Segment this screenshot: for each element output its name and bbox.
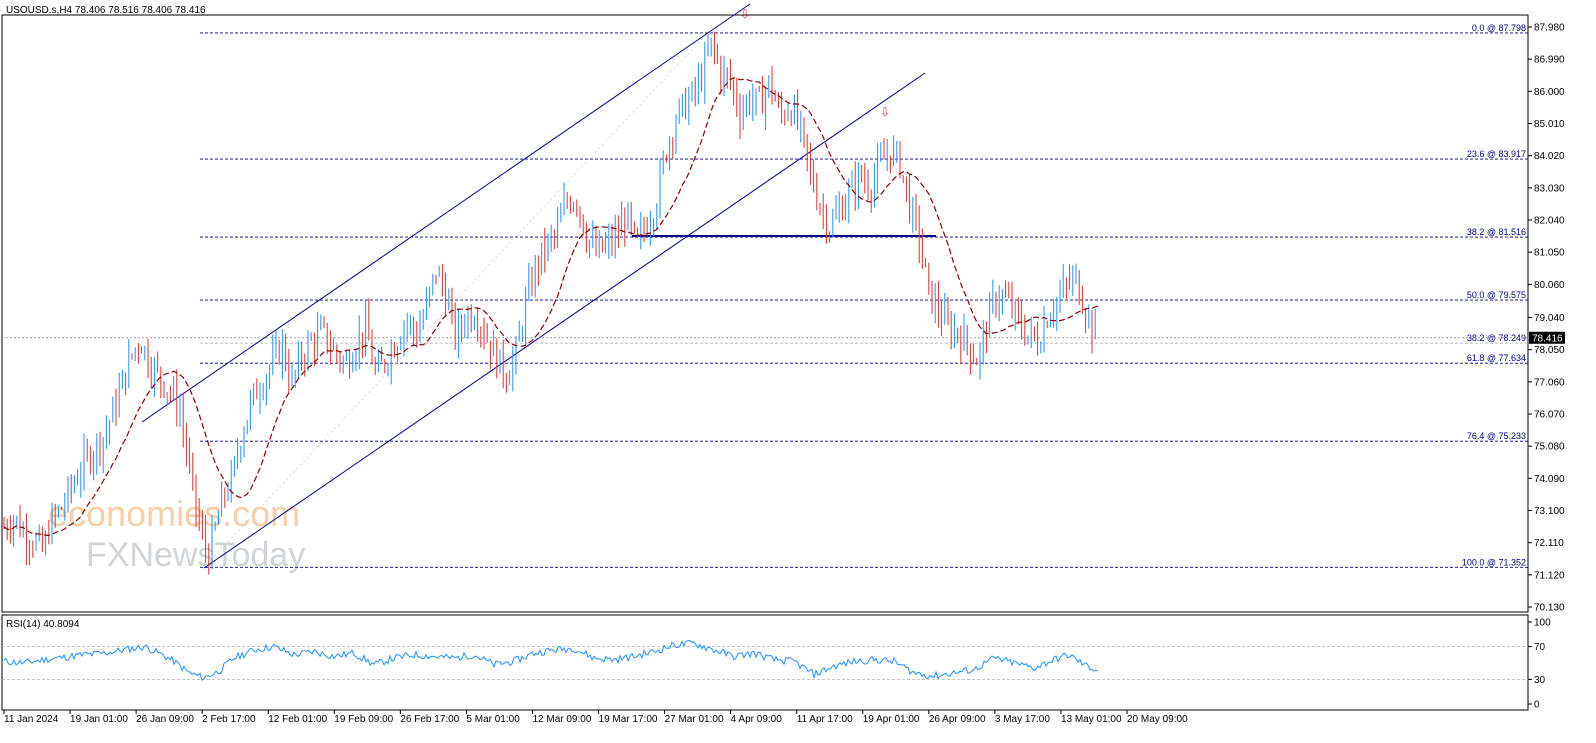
x-tick-label: 19 Jan 01:00 (70, 714, 128, 725)
price-axis: 87.980 86.990 86.000 85.010 84.020 83.030 82.0… (1528, 23, 1565, 614)
candles (3, 31, 1096, 575)
fib-levels: 0.0 @ 87.798 23.6 @ 83.917 38.2 @ 81.516 50… (200, 23, 1528, 568)
x-tick-label: 11 Apr 17:00 (797, 714, 853, 725)
x-tick-label: 26 Jan 09:00 (136, 714, 194, 725)
price-channel (141, 3, 936, 569)
moving-average-line (3, 77, 1099, 537)
y-tick-label: 79.040 (1534, 313, 1565, 324)
x-tick-label: 26 Feb 17:00 (400, 714, 459, 725)
rsi-tick-label: 70 (1534, 642, 1546, 653)
x-tick-label: 26 Apr 09:00 (929, 714, 986, 725)
down-arrow-icon: ⇩ (740, 7, 750, 21)
y-tick-label: 84.020 (1534, 151, 1565, 162)
x-tick-label: 19 Feb 09:00 (334, 714, 393, 725)
y-tick-label: 77.060 (1534, 377, 1565, 388)
y-tick-label: 76.070 (1534, 409, 1565, 420)
fib-level-label: 61.8 @ 77.634 (1467, 353, 1526, 363)
price-badge: 78.416 (1529, 331, 1565, 344)
price-badge-text: 78.416 (1532, 333, 1563, 344)
x-tick-label: 12 Feb 01:00 (268, 714, 327, 725)
rsi-tick-label: 100 (1534, 618, 1551, 629)
fib-level-label: 76.4 @ 75.233 (1467, 431, 1526, 441)
rsi-header: RSI(14) 40.8094 (6, 619, 80, 630)
x-tick-label: 13 May 01:00 (1061, 714, 1122, 725)
chart-header: USOUSD.s,H4 78.406 78.516 78.406 78.416 (6, 5, 206, 16)
main-panel-frame (1, 14, 1529, 613)
x-tick-label: 27 Mar 01:00 (665, 714, 724, 725)
x-tick-label: 5 Mar 01:00 (466, 714, 520, 725)
arrow-markers: ⇩⇩ (740, 7, 890, 119)
y-tick-label: 85.010 (1534, 119, 1565, 130)
x-tick-label: 12 Mar 09:00 (532, 714, 591, 725)
x-tick-label: 19 Mar 17:00 (599, 714, 658, 725)
x-tick-label: 2 Feb 17:00 (202, 714, 256, 725)
x-tick-label: 11 Jan 2024 (4, 714, 59, 725)
y-tick-label: 78.050 (1534, 345, 1565, 356)
y-tick-label: 72.110 (1534, 538, 1564, 549)
y-tick-label: 83.030 (1534, 183, 1565, 194)
y-tick-label: 86.990 (1534, 55, 1565, 66)
time-axis: 11 Jan 2024 19 Jan 01:00 26 Jan 09:00 2 Feb… (3, 710, 1188, 725)
y-tick-label: 86.000 (1534, 87, 1565, 98)
x-tick-label: 4 Apr 09:00 (731, 714, 783, 725)
y-tick-label: 75.080 (1534, 442, 1565, 453)
rsi-panel-frame (1, 614, 1529, 711)
x-tick-label: 20 May 09:00 (1127, 714, 1188, 725)
rsi-line (3, 640, 1098, 682)
fib-level-label: 23.6 @ 83.917 (1467, 149, 1526, 159)
rsi-tick-label: 30 (1534, 675, 1546, 686)
rsi-tick-label: 0 (1534, 700, 1540, 711)
fib-level-label: 50.0 @ 79.575 (1467, 290, 1526, 300)
y-tick-label: 74.090 (1534, 474, 1565, 485)
y-tick-label: 80.060 (1534, 280, 1565, 291)
y-tick-label: 70.130 (1534, 603, 1565, 614)
fib-level-label: 38.2 @ 81.516 (1467, 227, 1526, 237)
x-tick-label: 3 May 17:00 (995, 714, 1050, 725)
y-tick-label: 87.980 (1534, 23, 1565, 34)
y-tick-label: 71.120 (1534, 570, 1565, 581)
rsi-levels (2, 646, 1528, 680)
channel-line (141, 3, 751, 423)
fib-level-label: 0.0 @ 87.798 (1472, 23, 1526, 33)
watermark-line2: FXNewsToday (86, 536, 305, 574)
watermark-line1: economies.com (48, 493, 300, 534)
fib-level-label: 100.0 @ 71.352 (1462, 557, 1526, 567)
y-tick-label: 73.100 (1534, 506, 1565, 517)
channel-line (203, 72, 926, 569)
x-tick-label: 19 Apr 01:00 (863, 714, 920, 725)
y-tick-label: 82.040 (1534, 216, 1565, 227)
watermark: economies.com FXNewsToday (48, 493, 305, 574)
fib-level-label: 38.2 @ 78.249 (1467, 333, 1526, 343)
y-tick-label: 81.050 (1534, 248, 1565, 259)
rsi-axis: 100 70 30 0 (1528, 618, 1551, 711)
down-arrow-icon: ⇩ (880, 105, 890, 119)
